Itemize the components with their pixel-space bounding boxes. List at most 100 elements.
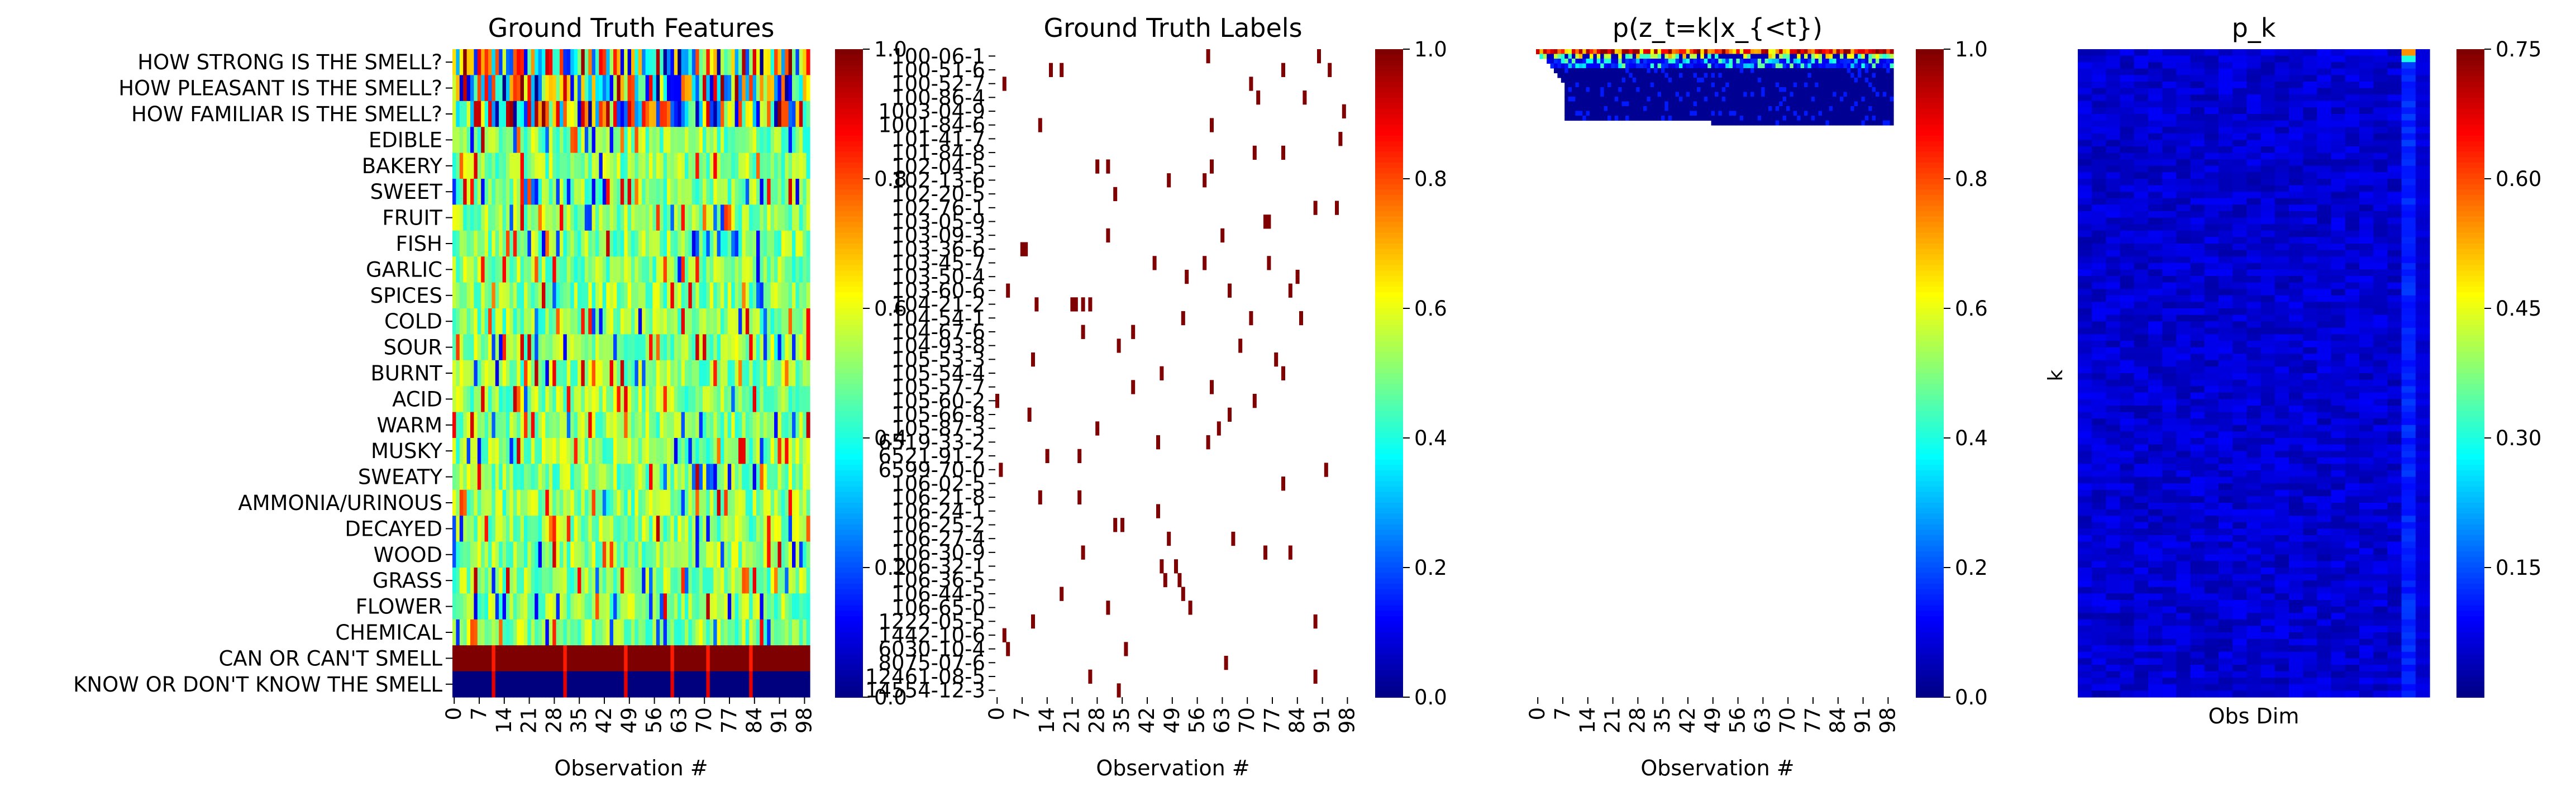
heatmap-cell bbox=[738, 179, 742, 205]
heatmap-cell bbox=[1578, 73, 1583, 78]
heatmap-cell bbox=[1639, 92, 1644, 97]
heatmap-cell bbox=[1632, 92, 1637, 97]
heatmap-cell bbox=[535, 282, 539, 309]
heatmap-cell bbox=[1693, 82, 1697, 88]
heatmap-cell bbox=[631, 438, 635, 464]
colorbar-segment bbox=[1375, 330, 1403, 336]
heatmap-cell bbox=[1843, 78, 1848, 83]
heatmap-cell bbox=[678, 75, 682, 102]
heatmap-cell bbox=[1561, 63, 1565, 69]
heatmap-cell bbox=[2092, 55, 2106, 63]
heatmap-cell bbox=[452, 593, 456, 620]
label-mark bbox=[1113, 187, 1118, 202]
heatmap-cell bbox=[649, 671, 653, 698]
heatmap-cell bbox=[548, 127, 553, 154]
heatmap-cell bbox=[1786, 73, 1790, 78]
heatmap-cell bbox=[574, 308, 578, 335]
heatmap-cell bbox=[574, 256, 578, 283]
heatmap-cell bbox=[649, 412, 653, 439]
heatmap-cell bbox=[574, 386, 578, 413]
colorbar-segment bbox=[1916, 319, 1944, 325]
heatmap-cell bbox=[709, 101, 714, 127]
colorbar-segment bbox=[1916, 394, 1944, 401]
heatmap-cell bbox=[495, 127, 499, 154]
heatmap-cell bbox=[770, 516, 775, 542]
heatmap-cell bbox=[502, 334, 507, 361]
heatmap-cell bbox=[777, 438, 782, 464]
heatmap-cell bbox=[566, 568, 571, 594]
heatmap-cell bbox=[452, 334, 456, 361]
heatmap-cell bbox=[656, 204, 660, 231]
heatmap-cell bbox=[2246, 101, 2262, 108]
label-mark bbox=[1081, 297, 1085, 312]
heatmap-cell bbox=[1604, 92, 1608, 97]
heatmap-cell bbox=[588, 438, 593, 464]
heatmap-cell bbox=[1639, 49, 1644, 55]
heatmap-cell bbox=[1650, 92, 1654, 97]
heatmap-cell bbox=[2331, 82, 2346, 89]
heatmap-cell bbox=[1647, 97, 1651, 102]
heatmap-cell bbox=[1715, 106, 1719, 112]
heatmap-cell bbox=[688, 75, 693, 102]
heatmap-cell bbox=[1721, 63, 1726, 69]
heatmap-cell bbox=[1750, 87, 1754, 93]
heatmap-cell bbox=[502, 516, 507, 542]
heatmap-cell bbox=[578, 230, 581, 257]
heatmap-cell bbox=[1721, 92, 1726, 97]
heatmap-cell bbox=[1629, 68, 1633, 74]
heatmap-cell bbox=[760, 153, 764, 179]
colorbar-segment bbox=[835, 92, 863, 98]
heatmap-cell bbox=[552, 464, 557, 490]
heatmap-cell bbox=[517, 593, 521, 620]
heatmap-cell bbox=[2162, 94, 2177, 102]
heatmap-cell bbox=[1800, 116, 1805, 121]
colorbar-segment bbox=[1375, 432, 1403, 439]
heatmap-cell bbox=[520, 541, 524, 568]
heatmap-cell bbox=[731, 153, 736, 179]
heatmap-cell bbox=[1629, 78, 1633, 83]
heatmap-cell bbox=[799, 568, 803, 594]
heatmap-cell bbox=[588, 153, 593, 179]
heatmap-cell bbox=[1836, 59, 1840, 64]
heatmap-cell bbox=[617, 438, 621, 464]
heatmap-cell bbox=[721, 671, 724, 698]
heatmap-cell bbox=[477, 153, 481, 179]
heatmap-cell bbox=[1707, 78, 1712, 83]
heatmap-cell bbox=[731, 256, 736, 283]
heatmap-cell bbox=[1707, 68, 1712, 74]
heatmap-cell bbox=[545, 464, 550, 490]
heatmap-cell bbox=[767, 489, 771, 516]
heatmap-cell bbox=[574, 438, 578, 464]
heatmap-cell bbox=[1786, 49, 1790, 55]
heatmap-cell bbox=[1850, 63, 1855, 69]
heatmap-cell bbox=[1625, 59, 1629, 64]
heatmap-cell bbox=[642, 412, 646, 439]
heatmap-cell bbox=[599, 464, 603, 490]
heatmap-cell bbox=[617, 179, 621, 205]
heatmap-cell bbox=[1804, 116, 1808, 121]
heatmap-cell bbox=[1621, 101, 1626, 107]
heatmap-cell bbox=[792, 645, 796, 672]
heatmap-cell bbox=[2120, 55, 2135, 63]
heatmap-cell bbox=[727, 671, 732, 698]
x-tick-label: 0 bbox=[985, 707, 1009, 721]
heatmap-cell bbox=[631, 49, 635, 75]
heatmap-cell bbox=[609, 256, 614, 283]
heatmap-cell bbox=[1636, 68, 1640, 74]
heatmap-cell bbox=[456, 127, 460, 154]
heatmap-cell bbox=[1822, 120, 1826, 126]
heatmap-cell bbox=[745, 619, 750, 646]
heatmap-cell bbox=[1736, 49, 1740, 55]
heatmap-cell bbox=[581, 179, 585, 205]
heatmap-cell bbox=[638, 568, 642, 594]
heatmap-cell bbox=[506, 464, 510, 490]
heatmap-cell bbox=[2387, 107, 2402, 115]
heatmap-cell bbox=[1890, 59, 1894, 64]
colorbar-segment bbox=[1375, 627, 1403, 633]
heatmap-cell bbox=[1850, 101, 1855, 107]
heatmap-cell bbox=[1743, 73, 1748, 78]
heatmap-cell bbox=[1750, 63, 1754, 69]
heatmap-cell bbox=[713, 49, 718, 75]
heatmap-cell bbox=[1739, 78, 1744, 83]
heatmap-cell bbox=[488, 412, 492, 439]
